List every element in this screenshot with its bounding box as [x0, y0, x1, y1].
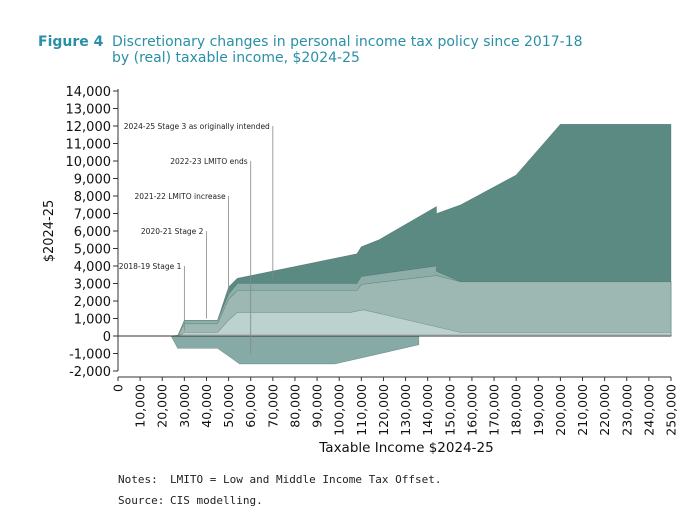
annotation-label-3: 2021-22 LMITO increase — [135, 192, 226, 201]
x-tick-label: 150,000 — [442, 384, 457, 436]
x-tick-label: 60,000 — [243, 384, 258, 428]
notes-text: LMITO = Low and Middle Income Tax Offset… — [170, 473, 442, 486]
x-tick-label: 190,000 — [531, 384, 546, 436]
annotation-label-4: 2020-21 Stage 2 — [141, 227, 204, 236]
y-tick-label: -1,000 — [69, 348, 111, 363]
y-tick-label: 10,000 — [66, 155, 112, 170]
y-tick-label: 0 — [103, 330, 111, 345]
x-tick-label: 10,000 — [133, 384, 148, 428]
x-tick-label: 100,000 — [332, 384, 347, 436]
x-tick-label: 80,000 — [287, 384, 302, 428]
x-tick-label: 140,000 — [420, 384, 435, 436]
x-tick-label: 90,000 — [310, 384, 325, 428]
source-text: CIS modelling. — [170, 494, 263, 507]
figure-title-line-2: by (real) taxable income, $2024-25 — [112, 50, 360, 66]
x-tick-label: 20,000 — [155, 384, 170, 428]
x-tick-label: 160,000 — [464, 384, 479, 436]
figure-label: Figure 4 — [38, 34, 104, 50]
y-tick-label: 1,000 — [74, 313, 111, 328]
x-tick-label: 0 — [111, 384, 126, 392]
source-label: Source: — [118, 494, 165, 507]
x-axis-title: Taxable Income $2024-25 — [318, 440, 493, 456]
y-tick-label: 5,000 — [74, 243, 111, 258]
y-axis-title: $2024-25 — [42, 200, 57, 263]
y-tick-label: 4,000 — [74, 260, 111, 275]
chart: 2024-25 Stage 3 as originally intended 20… — [42, 85, 679, 456]
y-tick-label: 9,000 — [74, 173, 111, 188]
figure-title-line-1: Discretionary changes in personal income… — [112, 34, 583, 50]
annotation-label-2: 2022-23 LMITO ends — [170, 157, 248, 166]
x-tick-label: 230,000 — [619, 384, 634, 436]
y-tick-label: 13,000 — [66, 103, 112, 118]
x-tick-label: 170,000 — [487, 384, 502, 436]
x-tick-label: 130,000 — [398, 384, 413, 436]
y-tick-label: 7,000 — [74, 208, 111, 223]
area-series-6 — [170, 335, 420, 365]
y-tick-label: 2,000 — [74, 295, 111, 310]
x-tick-label: 200,000 — [553, 384, 568, 436]
y-tick-label: 14,000 — [66, 85, 112, 100]
x-tick-label: 70,000 — [265, 384, 280, 428]
y-tick-label: -2,000 — [69, 365, 111, 380]
x-tick-label: 250,000 — [664, 384, 679, 436]
x-tick-label: 30,000 — [177, 384, 192, 428]
x-tick-label: 50,000 — [221, 384, 236, 428]
notes-label: Notes: — [118, 473, 158, 486]
y-tick-label: 8,000 — [74, 190, 111, 205]
x-tick-label: 40,000 — [199, 384, 214, 428]
y-tick-label: 11,000 — [66, 138, 112, 153]
figure-title: Discretionary changes in personal income… — [112, 34, 583, 66]
x-tick-label: 120,000 — [376, 384, 391, 436]
x-tick-label: 220,000 — [597, 384, 612, 436]
y-tick-label: 12,000 — [66, 120, 112, 135]
x-tick-label: 180,000 — [509, 384, 524, 436]
x-tick-label: 210,000 — [575, 384, 590, 436]
notes: Notes: LMITO = Low and Middle Income Tax … — [118, 473, 442, 486]
area-series-4 — [177, 309, 672, 337]
x-tick-label: 240,000 — [641, 384, 656, 436]
y-tick-label: 3,000 — [74, 278, 111, 293]
x-tick-label: 110,000 — [354, 384, 369, 436]
source: Source: CIS modelling. — [118, 494, 263, 507]
annotation-label-1: 2024-25 Stage 3 as originally intended — [124, 122, 270, 131]
y-tick-label: 6,000 — [74, 225, 111, 240]
annotation-label-5: 2018-19 Stage 1 — [119, 262, 182, 271]
